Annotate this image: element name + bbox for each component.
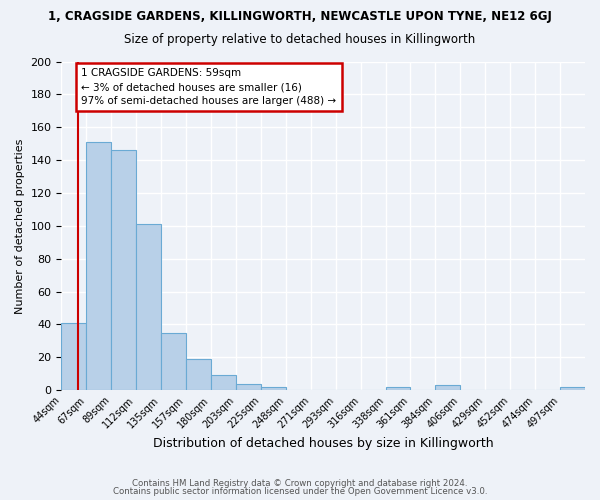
Bar: [161, 332, 186, 390]
Bar: [386, 387, 410, 390]
Text: Contains public sector information licensed under the Open Government Licence v3: Contains public sector information licen…: [113, 487, 487, 496]
Bar: [186, 359, 211, 390]
Text: Contains HM Land Registry data © Crown copyright and database right 2024.: Contains HM Land Registry data © Crown c…: [132, 478, 468, 488]
Bar: [211, 376, 236, 390]
Bar: [86, 142, 111, 390]
Bar: [136, 224, 161, 390]
X-axis label: Distribution of detached houses by size in Killingworth: Distribution of detached houses by size …: [153, 437, 494, 450]
Text: 1 CRAGSIDE GARDENS: 59sqm
← 3% of detached houses are smaller (16)
97% of semi-d: 1 CRAGSIDE GARDENS: 59sqm ← 3% of detach…: [82, 68, 337, 106]
Y-axis label: Number of detached properties: Number of detached properties: [15, 138, 25, 314]
Bar: [560, 387, 585, 390]
Text: 1, CRAGSIDE GARDENS, KILLINGWORTH, NEWCASTLE UPON TYNE, NE12 6GJ: 1, CRAGSIDE GARDENS, KILLINGWORTH, NEWCA…: [48, 10, 552, 23]
Bar: [236, 384, 261, 390]
Text: Size of property relative to detached houses in Killingworth: Size of property relative to detached ho…: [124, 32, 476, 46]
Bar: [436, 386, 460, 390]
Bar: [261, 387, 286, 390]
Bar: [61, 323, 86, 390]
Bar: [111, 150, 136, 390]
